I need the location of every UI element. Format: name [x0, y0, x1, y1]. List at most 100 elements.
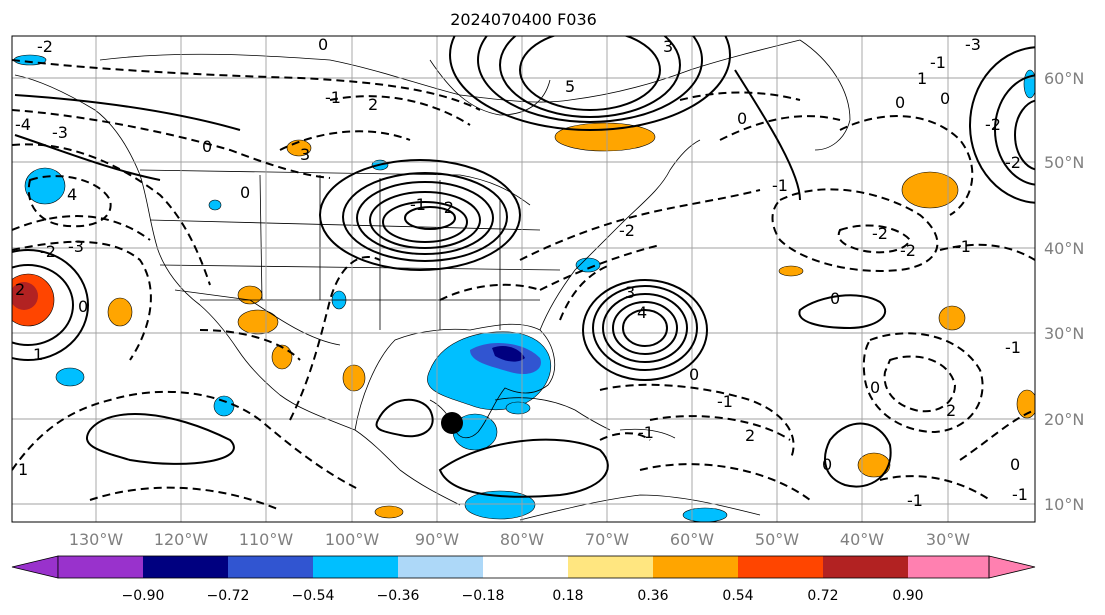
coastline-south-america [519, 494, 761, 521]
contour-label: -2 [438, 198, 454, 217]
contour-label: 0 [870, 378, 880, 397]
colorbar-bin-2 [143, 556, 228, 578]
lat-tick: 40°N [1044, 239, 1084, 258]
latitude-ticks: 60°N 50°N 40°N 30°N 20°N 10°N [1044, 69, 1084, 514]
contour-label: -1 [1005, 338, 1021, 357]
contour-label: 0 [822, 455, 832, 474]
contour-label: 4 [67, 185, 77, 204]
contour-label: -1 [955, 237, 971, 256]
contour-label: -1 [717, 392, 733, 411]
shade-orange-mexico-west [237, 309, 279, 335]
dashed-contour-21 [883, 355, 957, 413]
colorbar-label: 0.54 [722, 588, 753, 604]
contour-canada-west [14, 94, 241, 131]
negative-contours [12, 59, 1035, 511]
shade-orange-north-atlantic [901, 171, 959, 209]
dashed-contour-14 [559, 264, 611, 321]
coastline-greenland [799, 39, 851, 151]
lat-tick: 20°N [1044, 410, 1084, 429]
coastline-east-coast [539, 139, 701, 331]
colorbar-label: −0.54 [292, 588, 335, 604]
coastline-canada-north [99, 39, 801, 103]
contour-label: 3 [300, 145, 310, 164]
dashed-contour-23 [719, 115, 841, 141]
contour-label: -2 [619, 221, 635, 240]
shade-orange-mid-atlantic [778, 265, 804, 277]
contour-pacific-high-1 [12, 264, 74, 346]
map-frame [11, 35, 1036, 523]
contour-label: -1 [325, 88, 341, 107]
dashed-contour-24 [679, 91, 801, 101]
longitude-ticks: 130°W 120°W 110°W 100°W 90°W 80°W 70°W 6… [69, 530, 970, 549]
lat-tick: 10°N [1044, 495, 1084, 514]
dashed-contour-3 [12, 143, 211, 286]
dashed-contour-28 [939, 243, 1035, 261]
contour-label: 3 [625, 283, 635, 302]
coastline-north-america-west [14, 74, 461, 506]
contour-low-great-lakes-4 [342, 172, 508, 262]
shade-orange-newfoundland [554, 122, 656, 152]
shade-blue-east-coast [575, 257, 601, 273]
contour-low-great-lakes-6 [404, 206, 456, 230]
shade-orange-baja [237, 285, 263, 305]
lon-tick: 70°W [585, 530, 629, 549]
lon-tick: 120°W [154, 530, 209, 549]
dashed-contour-18 [771, 188, 939, 272]
shade-blue-cuba [505, 401, 531, 415]
colorbar-label: −0.18 [462, 588, 505, 604]
dashed-contour-30 [199, 329, 301, 361]
contour-label: -2 [985, 115, 1001, 134]
contour-label: -3 [52, 123, 68, 142]
lon-tick: 50°W [755, 530, 799, 549]
dashed-contour-8 [89, 486, 281, 511]
contour-europe-high-1 [1014, 99, 1035, 171]
positive-contours [12, 36, 1035, 498]
contour-label: -1 [907, 491, 923, 510]
contour-gulf-loop [375, 398, 434, 438]
shade-blue-pacific-mid [213, 395, 235, 417]
colorbar-bin-8 [653, 556, 738, 578]
lon-tick: 60°W [670, 530, 714, 549]
contour-label: -1 [930, 53, 946, 72]
lon-tick: 40°W [840, 530, 884, 549]
contour-label: 0 [202, 137, 212, 156]
colorbar-bin-4 [313, 556, 398, 578]
contour-labrador-2 [499, 36, 681, 118]
lon-tick: 100°W [325, 530, 380, 549]
shade-orange-pacific-low-inner [12, 282, 38, 310]
dashed-contour-16 [649, 415, 791, 441]
contour-label: 0 [895, 93, 905, 112]
contour-label: 0 [689, 365, 699, 384]
coastline-gulf [354, 323, 555, 439]
colorbar-bin-7 [568, 556, 653, 578]
colorbar-bin-11 [908, 556, 989, 578]
contour-label: -1 [410, 195, 426, 214]
contour-label: -3 [68, 237, 84, 256]
border-us-canada [139, 169, 531, 206]
contour-label: -2 [900, 241, 916, 260]
lat-tick: 50°N [1044, 153, 1084, 172]
lat-tick: 60°N [1044, 69, 1084, 88]
contour-label: 4 [637, 303, 647, 322]
coastline-cuba [494, 397, 611, 431]
hurricane-icon [441, 412, 463, 434]
colorbar-label: −0.72 [207, 588, 250, 604]
contour-high-atlantic-2 [612, 301, 678, 355]
contour-low-great-lakes-2 [369, 191, 481, 249]
contour-high-atlantic-3 [602, 293, 688, 363]
hurricane-symbol [441, 412, 463, 434]
contour-atlantic-loop [798, 294, 887, 330]
colorbar-label: 0.36 [637, 588, 668, 604]
lon-tick: 90°W [415, 530, 459, 549]
dashed-contour-27 [959, 409, 1035, 461]
dashed-contour-25 [599, 432, 651, 441]
contour-label: -1 [772, 176, 788, 195]
map-title: 2024070400 F036 [450, 10, 597, 29]
colorbar-label: 0.18 [552, 588, 583, 604]
contour-label: 1 [917, 69, 927, 88]
colorbar-extend-high [988, 555, 1036, 579]
contour-east-atlantic [734, 69, 801, 201]
contour-label: 0 [737, 109, 747, 128]
dashed-contour-7 [12, 390, 361, 491]
